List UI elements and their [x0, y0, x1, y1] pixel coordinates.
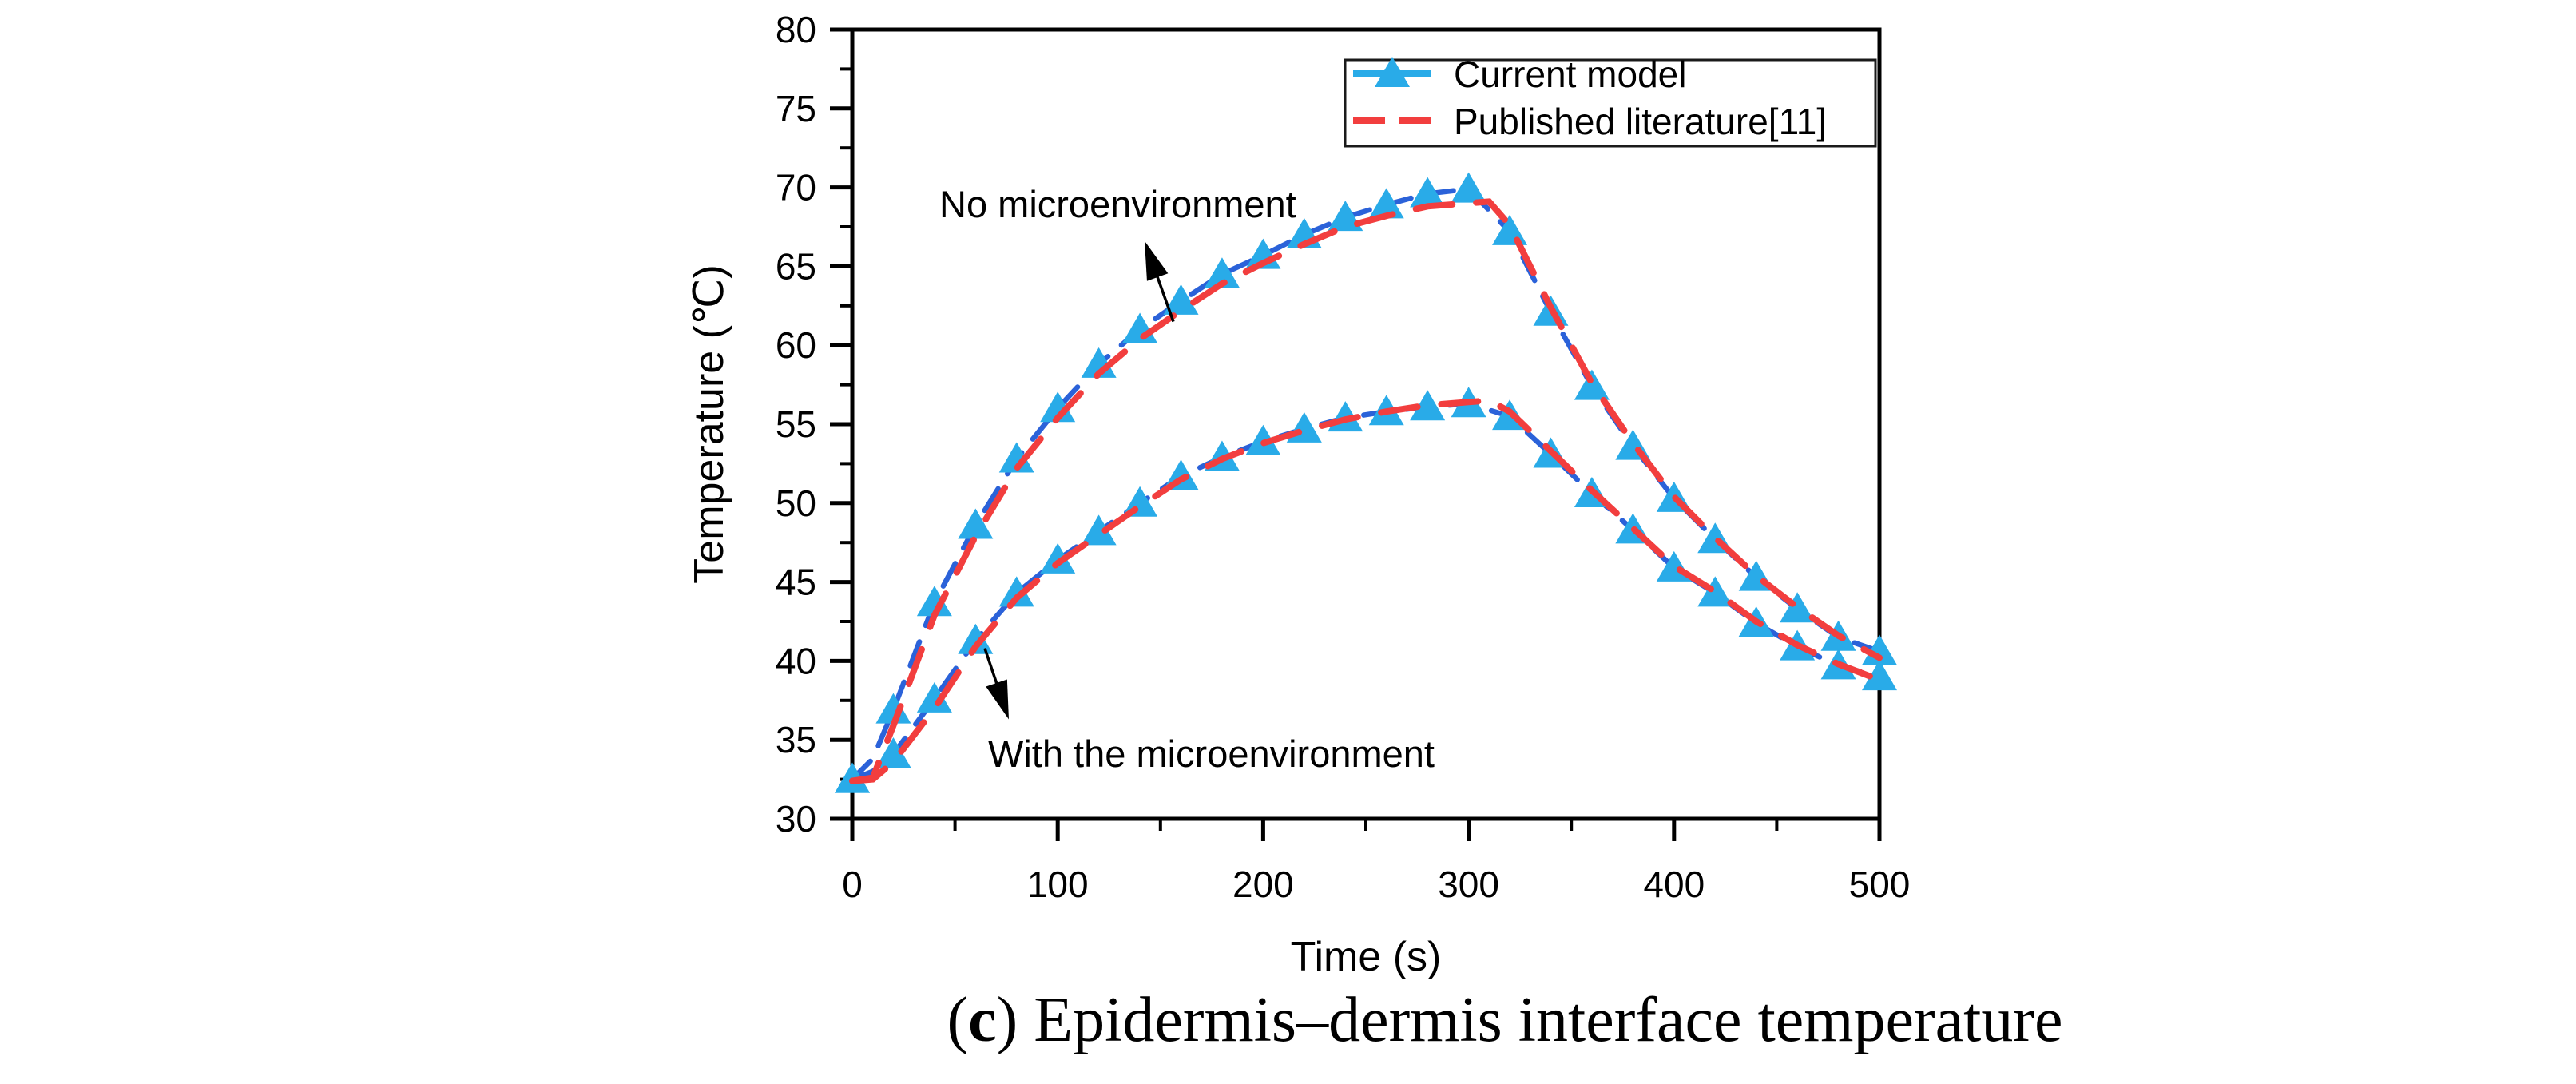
annotation-no-microenvironment-arrow-line: [1154, 272, 1175, 323]
y-tick-label: 65: [776, 245, 816, 287]
series-line-published-literature: [849, 397, 1883, 784]
data-marker-triangle: [1862, 660, 1897, 691]
y-tick-label: 35: [776, 719, 816, 760]
y-tick-label: 55: [776, 403, 816, 445]
legend-box: [1344, 58, 1877, 148]
data-marker-triangle: [1410, 177, 1446, 208]
data-marker-triangle: [1204, 257, 1240, 288]
data-marker-triangle: [1697, 576, 1733, 607]
data-marker-triangle: [1780, 592, 1816, 623]
x-axis-title: Time (s): [1291, 934, 1442, 980]
y-tick-label: 40: [776, 640, 816, 681]
data-marker-triangle: [875, 693, 911, 724]
data-marker-triangle: [1574, 369, 1610, 400]
data-marker-triangle: [998, 576, 1034, 607]
data-marker-triangle: [916, 681, 952, 713]
x-tick-label: 200: [1232, 864, 1294, 905]
y-tick-label: 30: [776, 798, 816, 840]
annotation-with-microenvironment-arrow-head: [986, 679, 1009, 720]
legend-marker-triangle: [1375, 57, 1410, 87]
annotation-with-microenvironment-arrow-line: [983, 648, 1000, 689]
annotation-with-microenvironment-label: With the microenvironment: [988, 733, 1435, 775]
data-marker-triangle: [1040, 542, 1076, 574]
data-marker-triangle: [1163, 284, 1199, 315]
data-marker-triangle: [1410, 390, 1446, 421]
data-marker-triangle: [875, 737, 911, 768]
data-marker-triangle: [916, 586, 952, 617]
y-tick-label: 60: [776, 324, 816, 366]
data-marker-triangle: [1081, 514, 1117, 546]
x-tick-label: 300: [1438, 864, 1499, 905]
data-marker-triangle: [1368, 188, 1404, 219]
y-tick-label: 75: [776, 88, 816, 129]
y-tick-label: 50: [776, 482, 816, 524]
legend-label-2: Published literature[11]: [1454, 101, 1827, 142]
data-marker-triangle: [998, 442, 1034, 473]
x-tick-label: 400: [1643, 864, 1705, 905]
y-tick-label: 45: [776, 562, 816, 603]
data-marker-triangle: [1862, 634, 1897, 665]
x-tick-label: 0: [842, 864, 863, 905]
legend-label-1: Current model: [1454, 54, 1686, 95]
annotation-no-microenvironment-arrow-head: [1144, 240, 1169, 281]
annotation-no-microenvironment-label: No microenvironment: [939, 183, 1296, 225]
y-axis-title: Temperature (℃): [686, 264, 732, 583]
y-tick-label: 80: [776, 9, 816, 50]
x-tick-label: 500: [1849, 864, 1911, 905]
data-marker-triangle: [958, 623, 994, 654]
series-line-published-literature: [849, 198, 1883, 784]
x-tick-label: 100: [1027, 864, 1089, 905]
data-marker-triangle: [1040, 391, 1076, 423]
figure-caption: (c) Epidermis–dermis interface temperatu…: [947, 985, 2062, 1055]
data-marker-triangle: [1451, 172, 1486, 203]
data-marker-triangle: [958, 508, 994, 539]
y-tick-label: 70: [776, 167, 816, 208]
